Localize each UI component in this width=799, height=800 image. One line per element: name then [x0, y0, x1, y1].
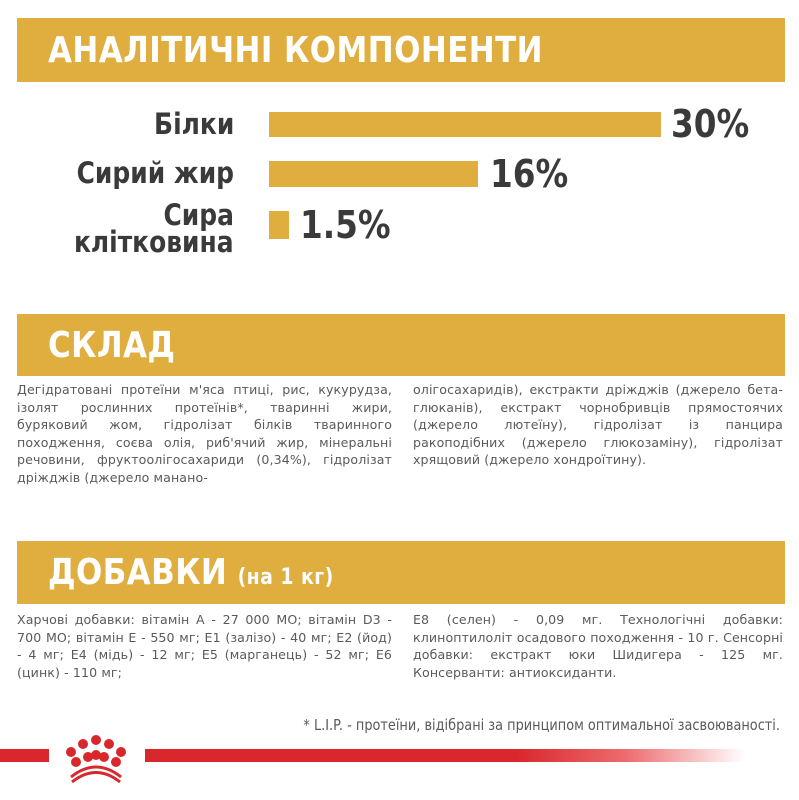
additives-title-main: ДОБАВКИ [48, 552, 228, 593]
chart-value-fat: 16% [490, 152, 569, 196]
chart-bar-fiber [269, 211, 289, 239]
footnote: * L.I.P. - протеїни, відібрані за принци… [303, 716, 780, 734]
chart-label-fat: Сирий жир [76, 156, 234, 190]
chart-label-fiber-line1: Сира [163, 198, 234, 232]
analytics-section-header: АНАЛІТИЧНІ КОМПОНЕНТИ [17, 18, 785, 82]
chart-value-fiber: 1.5% [300, 203, 391, 247]
composition-title: СКЛАД [48, 324, 176, 366]
chart-label-fiber-line2: клітковина [74, 225, 234, 259]
analytics-title: АНАЛІТИЧНІ КОМПОНЕНТИ [48, 29, 544, 71]
composition-section-header: СКЛАД [17, 314, 785, 376]
additives-title: ДОБАВКИ (на 1 кг) [48, 552, 334, 593]
chart-bar-protein [269, 112, 661, 137]
royal-canin-crown-icon [66, 735, 126, 784]
additives-text-left: Харчові добавки: вітамін A - 27 000 МО; … [17, 612, 392, 680]
additives-section-header: ДОБАВКИ (на 1 кг) [17, 541, 785, 604]
composition-text-right: олігосахаридів), екстракти дріжджів (дже… [413, 382, 783, 468]
brand-stripe-left [0, 749, 49, 762]
composition-text-left: Дегідратовані протеїни м'яса птиці, рис,… [17, 382, 392, 485]
chart-bar-fat [269, 161, 478, 187]
brand-stripe-right [145, 749, 745, 762]
chart-value-protein: 30% [671, 102, 750, 146]
chart-label-protein: Білки [153, 107, 234, 141]
additives-text-right: E8 (селен) - 0,09 мг. Технологічні добав… [413, 612, 783, 680]
additives-title-subtitle: (на 1 кг) [237, 565, 334, 590]
